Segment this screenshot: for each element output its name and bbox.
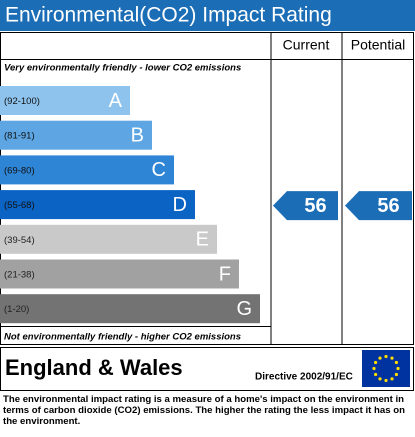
star <box>374 360 378 365</box>
band-letter: D <box>173 194 187 216</box>
band-letter: E <box>196 229 209 251</box>
star <box>378 377 382 381</box>
band <box>0 155 174 185</box>
band <box>0 120 152 150</box>
band-letter: B <box>131 124 144 146</box>
star <box>390 377 394 381</box>
star <box>390 356 394 360</box>
column-header: Current <box>283 37 330 53</box>
band <box>0 224 217 254</box>
frame <box>0 32 414 345</box>
band-letter: C <box>152 159 166 181</box>
band-range: (69-80) <box>4 165 35 176</box>
title-bar <box>0 0 415 31</box>
star <box>384 354 388 359</box>
star <box>372 366 376 371</box>
band-range: (1-20) <box>4 304 29 315</box>
footer: The environmental impact rating is a mea… <box>3 394 405 427</box>
top-note: Very environmentally friendly - lower CO… <box>4 63 241 74</box>
band <box>0 294 260 324</box>
rating-value: 56 <box>377 195 399 217</box>
rating-arrow <box>345 191 412 221</box>
directive: Directive 2002/91/EC <box>255 372 353 383</box>
band <box>0 259 239 289</box>
band <box>0 190 195 220</box>
footer-box: The environmental impact rating is a mea… <box>3 394 405 427</box>
band-range: (92-100) <box>4 96 40 107</box>
rating-value: 56 <box>304 195 326 217</box>
band <box>0 86 130 115</box>
star <box>394 360 398 365</box>
region-box <box>0 347 414 391</box>
band-letter: A <box>109 90 123 112</box>
star <box>378 356 382 360</box>
star <box>374 372 378 377</box>
bottom-note: Not environmentally friendly - higher CO… <box>4 332 241 343</box>
eu-flag <box>362 350 410 387</box>
column-header: Potential <box>351 37 405 53</box>
star <box>394 372 398 377</box>
band-letter: G <box>236 298 252 320</box>
band-range: (39-54) <box>4 235 35 246</box>
star <box>384 378 388 383</box>
rating-arrow <box>273 191 338 221</box>
band-range: (21-38) <box>4 270 35 281</box>
band-range: (81-91) <box>4 131 35 142</box>
star <box>396 366 400 371</box>
band-range: (55-68) <box>4 200 35 211</box>
band-letter: F <box>219 263 231 285</box>
region: England & Wales <box>5 355 183 380</box>
chart-title: Environmental(CO2) Impact Rating <box>5 4 332 27</box>
